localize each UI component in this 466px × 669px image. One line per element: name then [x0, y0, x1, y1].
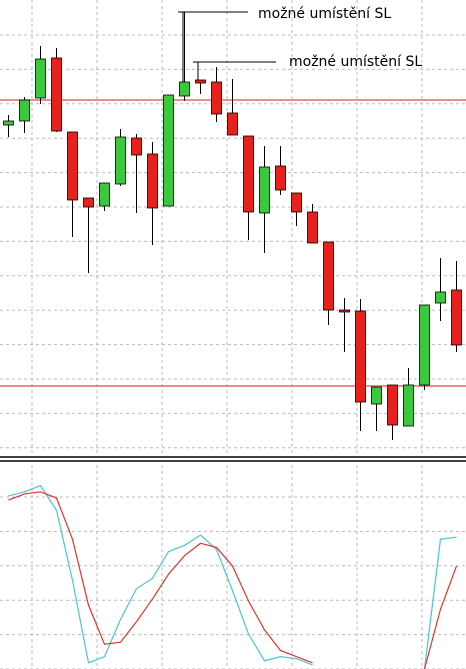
candle-body: [371, 386, 382, 405]
candle-body: [243, 135, 254, 213]
candle-body: [339, 309, 350, 313]
candle-body: [275, 165, 286, 191]
candle-body: [323, 241, 334, 311]
candle-body: [211, 81, 222, 115]
candle-body: [3, 120, 14, 126]
candle-body: [19, 99, 30, 122]
candle-body: [35, 58, 46, 99]
candle-body: [195, 79, 206, 84]
candle-body: [131, 137, 142, 156]
candle-body: [115, 136, 126, 185]
candle-body: [147, 153, 158, 209]
candle-body: [403, 384, 414, 427]
candle-body: [83, 197, 94, 208]
oscillator-line: [8, 484, 457, 669]
candle-body: [355, 310, 366, 403]
candle-body: [451, 289, 462, 346]
candle-body: [259, 166, 270, 214]
candle-body: [307, 211, 318, 244]
oscillator-line: [8, 491, 458, 669]
candle-body: [67, 131, 78, 201]
candle-body: [419, 304, 430, 386]
candle-body: [387, 384, 398, 426]
candle-body: [99, 182, 110, 207]
candle-body: [435, 291, 446, 304]
candle-body: [163, 94, 174, 207]
annotation: možné umístění SL: [289, 54, 422, 70]
annotation: možné umístění SL: [258, 6, 391, 22]
candle-body: [291, 192, 302, 213]
candle-body: [179, 81, 190, 97]
candle-body: [227, 112, 238, 136]
candle-body: [51, 57, 62, 132]
